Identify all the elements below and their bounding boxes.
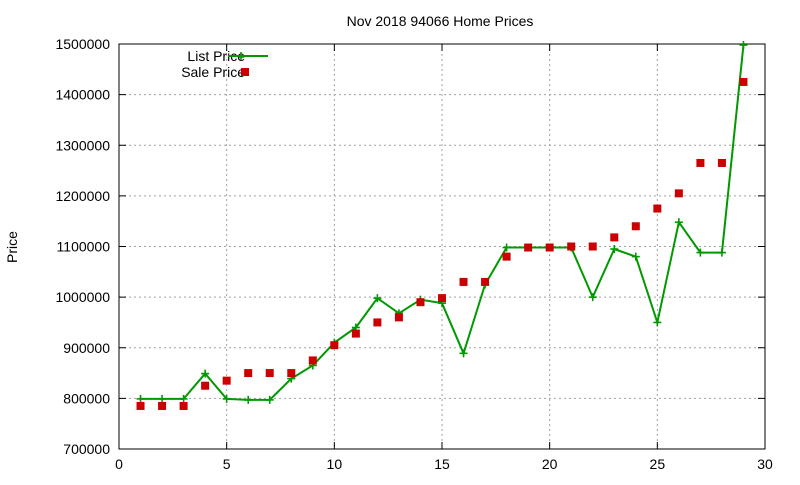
x-tick-label: 30 <box>757 456 773 472</box>
legend-label-sale-price: Sale Price <box>181 64 245 80</box>
series-line <box>140 44 745 401</box>
data-point-plus <box>502 243 511 252</box>
data-point-square <box>330 341 339 350</box>
y-tick-label: 900000 <box>63 340 110 356</box>
data-point-square <box>717 158 726 167</box>
series-sale-price <box>136 77 748 410</box>
data-point-plus <box>588 293 597 302</box>
data-point-square <box>351 329 360 338</box>
data-point-plus <box>244 395 253 404</box>
data-point-square <box>459 277 468 286</box>
x-tick-label: 15 <box>434 456 450 472</box>
chart-title: Nov 2018 94066 Home Prices <box>347 13 534 29</box>
data-point-square <box>610 233 619 242</box>
data-point-plus <box>222 394 231 403</box>
data-point-plus <box>373 294 382 303</box>
x-tick-label: 0 <box>115 456 123 472</box>
data-point-square <box>308 356 317 365</box>
legend-label-list-price: List Price <box>187 48 245 64</box>
data-point-square <box>416 298 425 307</box>
y-tick-label: 800000 <box>63 390 110 406</box>
x-tick-label: 20 <box>542 456 558 472</box>
data-point-square <box>653 204 662 213</box>
data-point-square <box>524 243 533 252</box>
data-point-plus <box>739 41 748 50</box>
data-point-square <box>373 318 382 327</box>
data-point-square <box>244 369 253 378</box>
y-tick-label: 1000000 <box>55 289 110 305</box>
data-series <box>136 41 748 410</box>
x-tick-label: 5 <box>223 456 231 472</box>
data-point-square <box>179 401 188 410</box>
legend-swatch-sale-price <box>241 68 249 76</box>
data-point-square <box>265 369 274 378</box>
data-point-plus <box>179 394 188 403</box>
data-point-plus <box>653 318 662 327</box>
y-tick-label: 1300000 <box>55 137 110 153</box>
data-point-plus <box>610 245 619 254</box>
data-point-square <box>588 242 597 251</box>
data-point-plus <box>674 218 683 227</box>
y-tick-label: 1100000 <box>57 239 111 255</box>
data-point-square <box>287 369 296 378</box>
data-point-plus <box>265 395 274 404</box>
data-point-plus <box>717 248 726 257</box>
data-point-square <box>481 277 490 286</box>
data-point-square <box>394 313 403 322</box>
data-point-square <box>502 252 511 261</box>
data-point-square <box>674 189 683 198</box>
y-tick-label: 700000 <box>63 441 110 457</box>
legend: List Price Sale Price <box>181 48 268 80</box>
y-tick-label: 1200000 <box>55 188 110 204</box>
data-point-square <box>696 158 705 167</box>
data-point-square <box>631 222 640 231</box>
data-point-square <box>201 381 210 390</box>
data-point-plus <box>201 369 210 378</box>
data-point-square <box>545 243 554 252</box>
data-point-square <box>222 376 231 385</box>
data-point-plus <box>158 394 167 403</box>
data-point-square <box>739 77 748 86</box>
data-point-square <box>136 401 145 410</box>
data-point-plus <box>136 394 145 403</box>
data-point-square <box>158 401 167 410</box>
data-point-square <box>438 294 446 303</box>
grid-lines <box>119 44 765 449</box>
data-point-plus <box>459 349 468 358</box>
axis-ticks: 700000 800000 900000 1000000 1100000 1200000 1… <box>55 36 773 472</box>
data-point-square <box>567 242 576 251</box>
y-tick-label: 1500000 <box>55 36 110 52</box>
x-tick-label: 25 <box>650 456 666 472</box>
y-axis-label: Price <box>4 231 20 263</box>
data-point-plus <box>696 248 705 257</box>
data-point-plus <box>631 252 640 261</box>
x-tick-label: 10 <box>327 456 343 472</box>
y-tick-label: 1400000 <box>55 87 110 103</box>
